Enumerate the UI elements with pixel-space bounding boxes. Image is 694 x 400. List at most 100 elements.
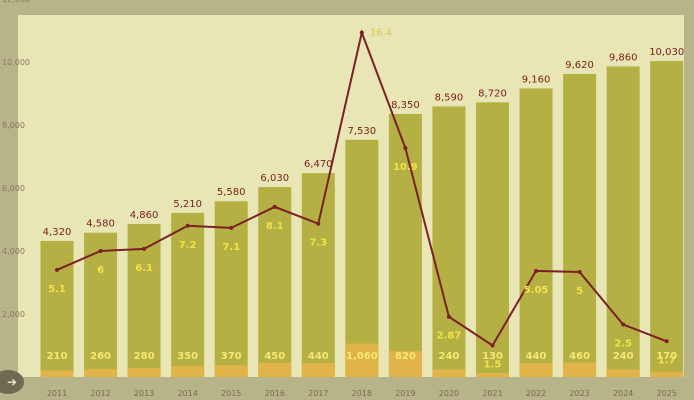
- rate-value-label: 2.87: [437, 331, 462, 342]
- rate-value-label: 10.9: [393, 162, 418, 173]
- x-tick-label: 2023: [569, 389, 589, 398]
- segment-value-label: 1,060: [346, 351, 378, 362]
- total-value-label: 9,620: [565, 60, 594, 71]
- rate-point: [621, 322, 626, 327]
- rate-value-label: 7.3: [309, 238, 327, 249]
- y-tick-label: 4,000: [2, 247, 25, 256]
- total-value-label: 6,470: [304, 159, 333, 170]
- segment-bar: [476, 372, 509, 377]
- line-layer: [55, 29, 669, 348]
- labels-layer: 4,320 210 5.1 4,580 260 6 4,860 280 6.1 5,210 350 7…: [43, 28, 685, 371]
- total-value-label: 4,320: [43, 227, 72, 238]
- x-tick-label: 2022: [526, 389, 546, 398]
- rate-point: [272, 204, 277, 209]
- x-tick-label: 2017: [308, 389, 328, 398]
- segment-bar: [606, 369, 640, 377]
- bars-layer: [40, 61, 684, 378]
- total-value-label: 10,030: [649, 47, 684, 58]
- total-bar: [258, 187, 292, 377]
- rate-point: [142, 246, 147, 251]
- segment-bar: [519, 363, 553, 377]
- rate-value-label: 6.1: [135, 263, 153, 274]
- segment-bar: [171, 365, 205, 377]
- rate-value-label: 5: [576, 286, 583, 297]
- segment-bar: [40, 370, 74, 377]
- rate-point: [664, 339, 669, 344]
- segment-value-label: 210: [47, 351, 68, 362]
- segment-bar: [432, 369, 466, 377]
- total-bar: [40, 240, 74, 377]
- total-bar: [432, 106, 466, 377]
- segment-value-label: 460: [569, 351, 590, 362]
- rate-value-label: 5.05: [524, 285, 549, 296]
- y-tick-label: 8,000: [2, 121, 25, 130]
- total-value-label: 7,530: [348, 126, 377, 137]
- total-bar: [650, 61, 684, 378]
- segment-bar: [301, 363, 335, 377]
- total-value-label: 8,720: [478, 88, 507, 99]
- rate-point: [403, 146, 408, 151]
- total-value-label: 6,030: [260, 173, 289, 184]
- rate-point: [229, 225, 234, 230]
- y-tick-label: 6,000: [2, 184, 25, 193]
- segment-value-label: 450: [264, 351, 285, 362]
- segment-bar: [214, 365, 248, 377]
- rate-value-label: 2.5: [614, 339, 632, 350]
- segment-bar: [345, 343, 379, 377]
- rate-point: [359, 30, 364, 35]
- rate-point: [446, 314, 451, 319]
- segment-value-label: 260: [90, 351, 111, 362]
- total-bar: [606, 66, 640, 377]
- rate-value-label: 7.2: [179, 240, 197, 251]
- rate-value-label: 7.1: [222, 242, 240, 253]
- segment-bar: [563, 362, 597, 377]
- segment-value-label: 440: [526, 351, 547, 362]
- x-tick-label: 2011: [47, 389, 67, 398]
- y-tick-label: 12,000: [2, 0, 30, 4]
- segment-bar: [258, 362, 292, 377]
- segment-value-label: 370: [221, 351, 242, 362]
- rate-point: [98, 249, 103, 253]
- rate-point: [55, 267, 59, 272]
- total-value-label: 5,580: [217, 187, 246, 198]
- total-value-label: 8,350: [391, 100, 420, 111]
- x-tick-label: 2013: [134, 389, 154, 398]
- x-tick-label: 2025: [657, 389, 677, 398]
- segment-value-label: 440: [308, 351, 329, 362]
- rate-value-label: 8.1: [266, 221, 284, 232]
- y-tick-label: 2,000: [2, 310, 25, 319]
- segment-bar: [388, 351, 422, 377]
- total-bar: [476, 102, 509, 377]
- total-bar: [171, 212, 205, 377]
- segment-value-label: 130: [482, 351, 503, 362]
- total-bar: [563, 73, 597, 377]
- x-tick-label: 2016: [265, 389, 285, 398]
- total-bar: [388, 113, 422, 377]
- x-axis: 2011 2012 2013 2014 2015 2016 2017 2018 2019 2020…: [47, 389, 677, 398]
- total-bar: [214, 201, 248, 377]
- rate-point: [185, 223, 190, 228]
- total-bar: [345, 139, 379, 377]
- rate-value-label: 1.7: [658, 355, 676, 366]
- total-bar: [301, 173, 335, 377]
- segment-value-label: 240: [439, 351, 460, 362]
- segment-value-label: 820: [395, 351, 416, 362]
- segment-bar: [127, 368, 161, 377]
- arrow-icon: ➜: [6, 375, 18, 389]
- rate-point: [316, 221, 321, 226]
- segment-value-label: 280: [134, 351, 155, 362]
- rate-value-label: 6: [97, 265, 104, 276]
- x-tick-label: 2012: [90, 389, 110, 398]
- total-bar: [519, 88, 553, 378]
- rate-value-label: 5.1: [48, 284, 66, 295]
- total-value-label: 4,580: [86, 219, 115, 230]
- rate-point: [490, 343, 495, 348]
- x-tick-label: 2018: [352, 389, 372, 398]
- rate-value-label: 1.5: [484, 360, 502, 371]
- segment-value-label: 170: [656, 351, 677, 362]
- rate-value-label: 16.4: [370, 28, 392, 39]
- x-tick-label: 2019: [395, 389, 415, 398]
- segment-value-label: 240: [613, 351, 634, 362]
